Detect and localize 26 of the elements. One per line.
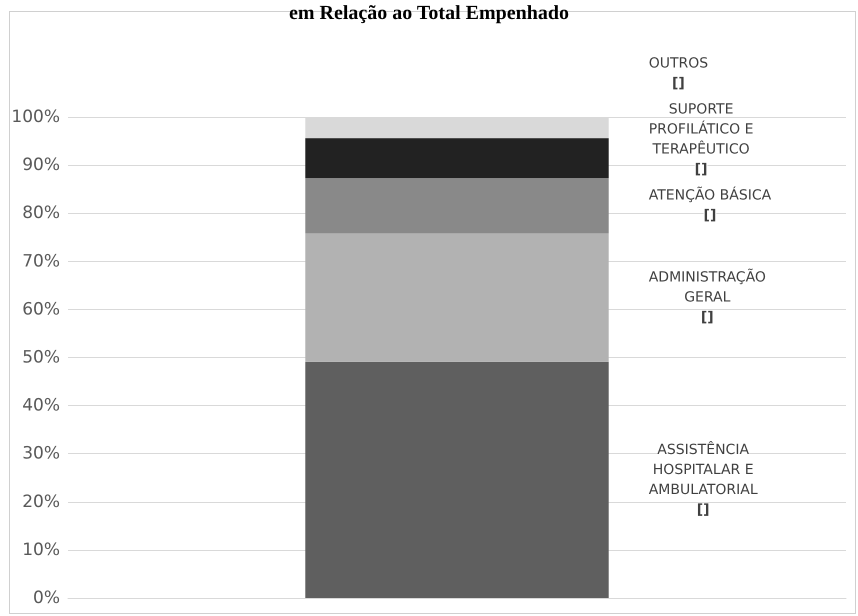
y-tick-label: 20% bbox=[22, 492, 60, 512]
bar bbox=[305, 178, 609, 234]
annotation: [] bbox=[700, 310, 714, 326]
y-tick-label: 60% bbox=[22, 299, 60, 320]
text: ATENÇÃO BÁSICA bbox=[648, 186, 772, 204]
text: SUPORTE PROFILÁTICO E TERAPÊUTICO bbox=[648, 102, 754, 158]
annotation: [] bbox=[704, 208, 716, 224]
text: OUTROS bbox=[648, 56, 708, 72]
y-tick-label: 30% bbox=[22, 444, 60, 464]
y-tick-label: 100% bbox=[11, 107, 60, 127]
chart-title: em Relação ao Total Empenhado bbox=[288, 2, 570, 24]
annotation: [] bbox=[694, 162, 708, 178]
y-tick-label: 50% bbox=[22, 348, 60, 368]
bar bbox=[305, 138, 609, 178]
y-tick-label: 90% bbox=[22, 155, 60, 176]
text: ADMINISTRAÇÃO GERAL bbox=[648, 268, 766, 306]
y-tick-label: 0% bbox=[33, 588, 60, 608]
y-tick-label: 80% bbox=[22, 203, 60, 224]
bar bbox=[305, 362, 609, 598]
text: ASSISTÊNCIA HOSPITALAR E AMBULATORIAL bbox=[648, 440, 758, 498]
text: [] bbox=[672, 76, 685, 92]
y-tick-label: 10% bbox=[22, 540, 60, 560]
annotation: [] bbox=[696, 502, 710, 518]
y-tick-label: 70% bbox=[22, 251, 60, 272]
y-tick-label: 40% bbox=[22, 396, 60, 416]
bar bbox=[305, 233, 609, 362]
